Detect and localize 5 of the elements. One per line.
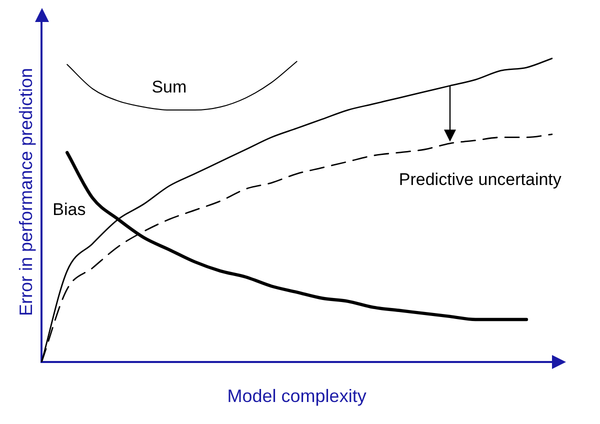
series-label: Sum — [152, 78, 187, 97]
x-axis-title: Model complexity — [227, 386, 366, 406]
annotation: Predictive uncertainty — [398, 170, 562, 190]
y-axis-title: Error in performance prediction — [16, 68, 36, 316]
series-label: Bias — [52, 200, 86, 219]
